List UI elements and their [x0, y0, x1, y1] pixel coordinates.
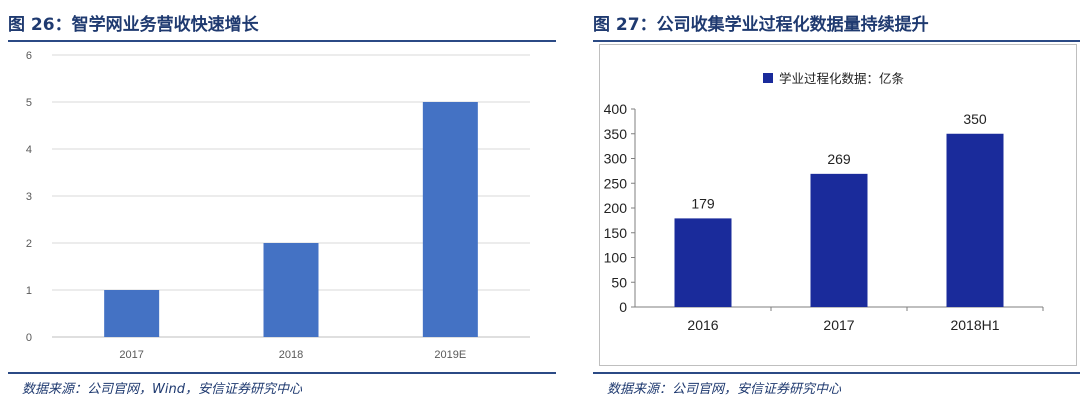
y-tick-label: 200: [604, 200, 628, 216]
y-tick-label: 50: [611, 274, 627, 290]
y-tick-label: 2: [26, 238, 32, 250]
data-label: 269: [827, 151, 851, 167]
bar: [674, 218, 732, 307]
y-tick-label: 350: [604, 126, 628, 142]
bar: [263, 243, 319, 337]
x-tick-label: 2019E: [434, 349, 466, 361]
right-legend: 学业过程化数据：亿条: [763, 68, 904, 87]
right-bottom-rule: [593, 372, 1080, 374]
y-tick-label: 1: [26, 285, 32, 297]
y-tick-label: 0: [26, 332, 32, 344]
x-tick-label: 2018: [279, 349, 303, 361]
right-title-rule: [593, 40, 1080, 42]
data-label: 350: [963, 111, 987, 127]
y-tick-label: 400: [604, 101, 628, 117]
left-panel: 图 26：智学网业务营收快速增长 0 1 2 3 4 5 6 2017 2018 2019E 数据…: [8, 15, 556, 397]
right-panel: 图 27：公司收集学业过程化数据量持续提升 学业过程化数据：亿条 0 50 100 1…: [585, 0, 1080, 410]
y-tick-label: 4: [26, 144, 32, 156]
x-tick-label: 2018H1: [950, 317, 999, 333]
left-chart: 0 1 2 3 4 5 6 2017 2018 2019E: [26, 50, 530, 361]
left-source-note: 数据来源：公司官网，Wind，安信证券研究中心: [22, 382, 302, 397]
y-tick-label: 150: [604, 225, 628, 241]
right-figure-title: 图 27：公司收集学业过程化数据量持续提升: [593, 15, 929, 35]
bar: [810, 173, 868, 307]
bar: [946, 133, 1004, 307]
left-figure-title: 图 26：智学网业务营收快速增长: [8, 15, 259, 35]
y-tick-label: 0: [619, 299, 627, 315]
right-chart-frame: [599, 44, 1077, 366]
right-chart: 0 50 100 150 200 250 300 350 400 179 2016 269 2017 35…: [604, 101, 1044, 333]
y-tick-label: 250: [604, 175, 628, 191]
bar: [422, 102, 478, 337]
left-title-rule: [8, 40, 556, 42]
x-tick-label: 2017: [119, 349, 143, 361]
legend-label: 学业过程化数据：亿条: [779, 72, 905, 86]
y-tick-label: 3: [26, 191, 32, 203]
x-tick-label: 2016: [687, 317, 718, 333]
y-tick-label: 300: [604, 151, 628, 167]
data-label: 179: [691, 195, 715, 211]
y-tick-label: 100: [604, 250, 628, 266]
bar: [104, 290, 160, 337]
y-tick-label: 5: [26, 97, 32, 109]
left-bottom-rule: [8, 372, 556, 374]
right-source-note: 数据来源：公司官网，安信证券研究中心: [607, 382, 842, 397]
y-tick-label: 6: [26, 50, 32, 62]
legend-swatch: [763, 72, 773, 83]
x-tick-label: 2017: [823, 317, 854, 333]
